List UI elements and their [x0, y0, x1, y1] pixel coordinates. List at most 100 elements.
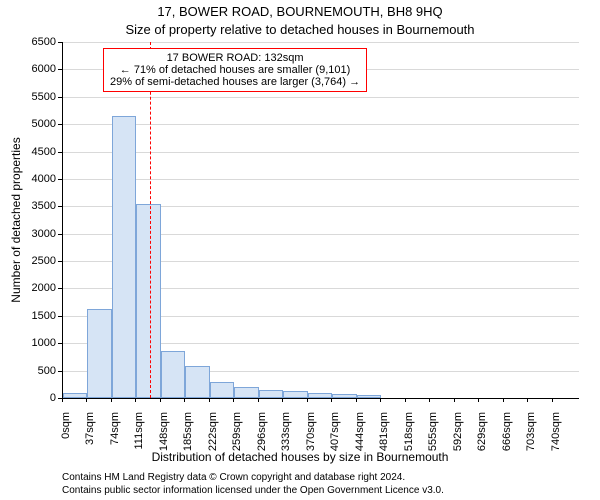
ytick-mark [58, 206, 62, 207]
chart-page: 17, BOWER ROAD, BOURNEMOUTH, BH8 9HQ Siz… [0, 0, 600, 500]
title-sub: Size of property relative to detached ho… [0, 22, 600, 37]
histogram-bar [308, 393, 332, 398]
xtick-mark [160, 398, 161, 402]
ytick-mark [58, 179, 62, 180]
xtick-label: 111sqm [133, 412, 145, 450]
footer-line-1: Contains HM Land Registry data © Crown c… [62, 472, 444, 485]
xtick-mark [503, 398, 504, 402]
ytick-mark [58, 42, 62, 43]
gridline [63, 124, 579, 125]
annotation-box: 17 BOWER ROAD: 132sqm ← 71% of detached … [103, 48, 367, 92]
title-main: 17, BOWER ROAD, BOURNEMOUTH, BH8 9HQ [0, 4, 600, 19]
xtick-mark [405, 398, 406, 402]
xtick-mark [233, 398, 234, 402]
xtick-mark [331, 398, 332, 402]
ytick-label: 4500 [0, 146, 56, 158]
xtick-label: 407sqm [329, 412, 341, 451]
xtick-mark [429, 398, 430, 402]
histogram-bar [357, 395, 381, 398]
xtick-label: 703sqm [525, 412, 537, 451]
histogram-bar [112, 116, 136, 398]
gridline [63, 42, 579, 43]
xtick-label: 259sqm [231, 412, 243, 451]
ytick-label: 3000 [0, 228, 56, 240]
xtick-label: 518sqm [403, 412, 415, 451]
ytick-label: 0 [0, 392, 56, 404]
ytick-label: 2000 [0, 282, 56, 294]
xtick-mark [111, 398, 112, 402]
ytick-mark [58, 371, 62, 372]
xtick-label: 592sqm [452, 412, 464, 451]
histogram-bar [210, 382, 234, 398]
xtick-label: 481sqm [378, 412, 390, 451]
x-axis-label: Distribution of detached houses by size … [0, 450, 600, 464]
xtick-mark [356, 398, 357, 402]
xtick-label: 629sqm [476, 412, 488, 451]
ytick-label: 1000 [0, 337, 56, 349]
annotation-line-2: ← 71% of detached houses are smaller (9,… [110, 64, 360, 76]
ytick-mark [58, 288, 62, 289]
ytick-label: 2500 [0, 255, 56, 267]
xtick-mark [184, 398, 185, 402]
histogram-bar [87, 309, 111, 398]
ytick-label: 1500 [0, 310, 56, 322]
ytick-label: 5500 [0, 91, 56, 103]
histogram-bar [332, 394, 356, 398]
ytick-mark [58, 234, 62, 235]
xtick-mark [209, 398, 210, 402]
plot-area: 17 BOWER ROAD: 132sqm ← 71% of detached … [62, 42, 579, 399]
footer-attribution: Contains HM Land Registry data © Crown c… [62, 472, 444, 497]
annotation-line-3: 29% of semi-detached houses are larger (… [110, 76, 360, 88]
ytick-mark [58, 261, 62, 262]
histogram-bar [161, 351, 185, 398]
xtick-label: 666sqm [501, 412, 513, 451]
xtick-mark [527, 398, 528, 402]
ytick-mark [58, 343, 62, 344]
histogram-bar [234, 387, 258, 399]
xtick-mark [380, 398, 381, 402]
xtick-mark [282, 398, 283, 402]
xtick-label: 74sqm [109, 412, 121, 445]
histogram-bar [63, 393, 87, 398]
xtick-label: 296sqm [256, 412, 268, 451]
ytick-label: 3500 [0, 200, 56, 212]
xtick-mark [552, 398, 553, 402]
marker-line [150, 42, 151, 398]
xtick-label: 444sqm [354, 412, 366, 451]
xtick-mark [478, 398, 479, 402]
ytick-mark [58, 97, 62, 98]
histogram-bar [283, 391, 307, 398]
xtick-label: 222sqm [207, 412, 219, 451]
ytick-label: 5000 [0, 118, 56, 130]
xtick-label: 333sqm [280, 412, 292, 451]
xtick-mark [62, 398, 63, 402]
xtick-label: 740sqm [550, 412, 562, 451]
ytick-mark [58, 316, 62, 317]
ytick-label: 500 [0, 365, 56, 377]
ytick-mark [58, 152, 62, 153]
xtick-label: 185sqm [182, 412, 194, 451]
xtick-label: 0sqm [60, 412, 72, 439]
xtick-label: 370sqm [305, 412, 317, 451]
ytick-label: 4000 [0, 173, 56, 185]
footer-line-2: Contains public sector information licen… [62, 485, 444, 498]
y-axis-label: Number of detached properties [9, 137, 23, 302]
xtick-label: 555sqm [427, 412, 439, 451]
xtick-mark [135, 398, 136, 402]
ytick-mark [58, 124, 62, 125]
histogram-bar [185, 366, 209, 398]
ytick-mark [58, 69, 62, 70]
xtick-mark [258, 398, 259, 402]
annotation-line-1: 17 BOWER ROAD: 132sqm [110, 52, 360, 64]
gridline [63, 97, 579, 98]
xtick-mark [454, 398, 455, 402]
xtick-mark [307, 398, 308, 402]
xtick-label: 37sqm [84, 412, 96, 445]
gridline [63, 179, 579, 180]
xtick-label: 148sqm [158, 412, 170, 451]
gridline [63, 152, 579, 153]
histogram-bar [136, 204, 160, 398]
histogram-bar [259, 390, 283, 398]
ytick-label: 6000 [0, 63, 56, 75]
xtick-mark [86, 398, 87, 402]
